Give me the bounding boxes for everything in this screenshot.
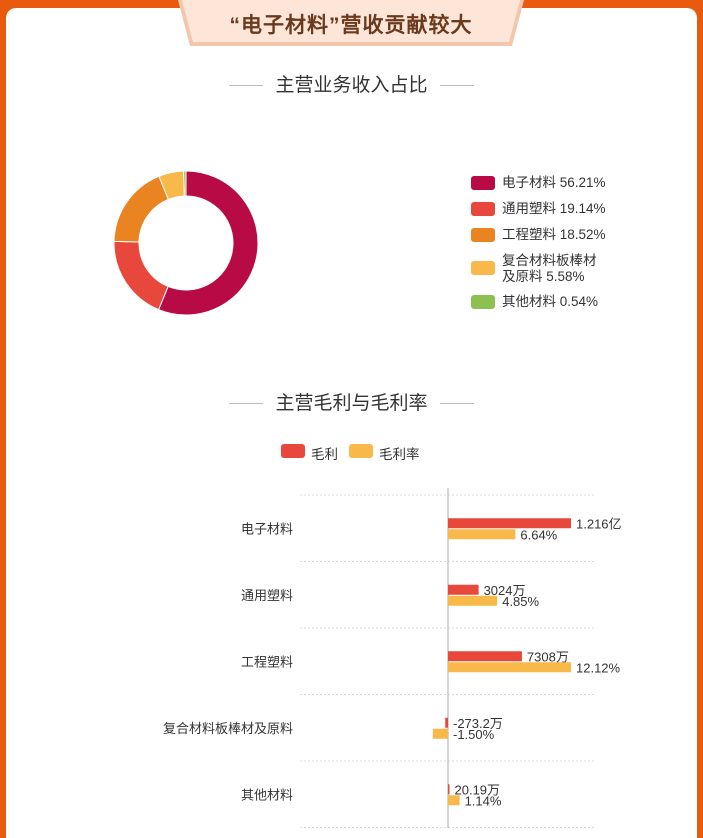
legend-swatch [471,202,495,216]
legend-label: 毛利率 [379,447,420,462]
legend-label: 其他材料 0.54% [502,294,599,309]
bar-margin [448,529,516,540]
bar-profit [448,651,522,662]
bar-profit [448,518,571,529]
bar-value-label: 12.12% [576,660,621,675]
legend-swatch [471,176,495,190]
category-label: 电子材料 [241,521,293,536]
bar-profit [445,717,448,728]
bar-margin [448,595,498,606]
legend-swatch [471,228,495,242]
banner-title: “电子材料”营收贡献较大 [229,14,473,37]
legend-swatch [471,295,495,309]
category-label: 复合材料板棒材及原料 [163,721,293,736]
category-label: 其他材料 [241,787,293,802]
divider-line [439,403,474,405]
legend-swatch [471,261,495,275]
bar-value-label: 1.216亿 [576,516,622,531]
revenue-donut-chart [113,170,259,316]
bar-profit [448,784,450,795]
legend-label: 工程塑料 18.52% [502,227,606,242]
bar-margin [448,795,460,806]
legend-swatch [281,444,305,458]
donut-slice-4 [183,170,187,197]
legend-label-line1: 复合材料板棒材 [502,253,597,268]
donut-slice-1 [113,240,169,311]
bar-value-label: -1.50% [453,727,495,742]
bar-profit [448,584,479,595]
bar-value-label: 6.64% [520,527,557,542]
section-title-profit-text: 主营毛利与毛利率 [275,393,428,414]
legend-label: 毛利 [311,447,338,462]
legend-label-line2: 及原料 5.58% [502,269,585,284]
bar-value-label: 20.19万 [455,782,501,797]
bar-value-label: -273.2万 [453,716,503,731]
title-banner [178,0,524,46]
category-label: 通用塑料 [241,588,293,603]
category-label: 工程塑料 [241,654,293,669]
divider-line [439,85,474,87]
legend-label: 通用塑料 19.14% [502,201,606,216]
section-title-revenue-text: 主营业务收入占比 [275,75,428,96]
bar-margin [432,728,448,739]
section-title-profit: 主营毛利与毛利率 [0,388,703,415]
legend-swatch [349,444,373,458]
section-title-revenue: 主营业务收入占比 [0,70,703,97]
content-card [6,8,697,838]
donut-slice-2 [113,175,170,243]
bar-value-label: 7308万 [527,649,569,664]
bar-value-label: 1.14% [465,793,502,808]
donut-slice-0 [157,170,259,316]
divider-line [229,85,264,87]
bar-margin [448,662,571,673]
bar-value-label: 4.85% [502,594,539,609]
bar-value-label: 3024万 [484,583,526,598]
legend-label: 电子材料 56.21% [502,175,606,190]
divider-line [229,403,264,405]
